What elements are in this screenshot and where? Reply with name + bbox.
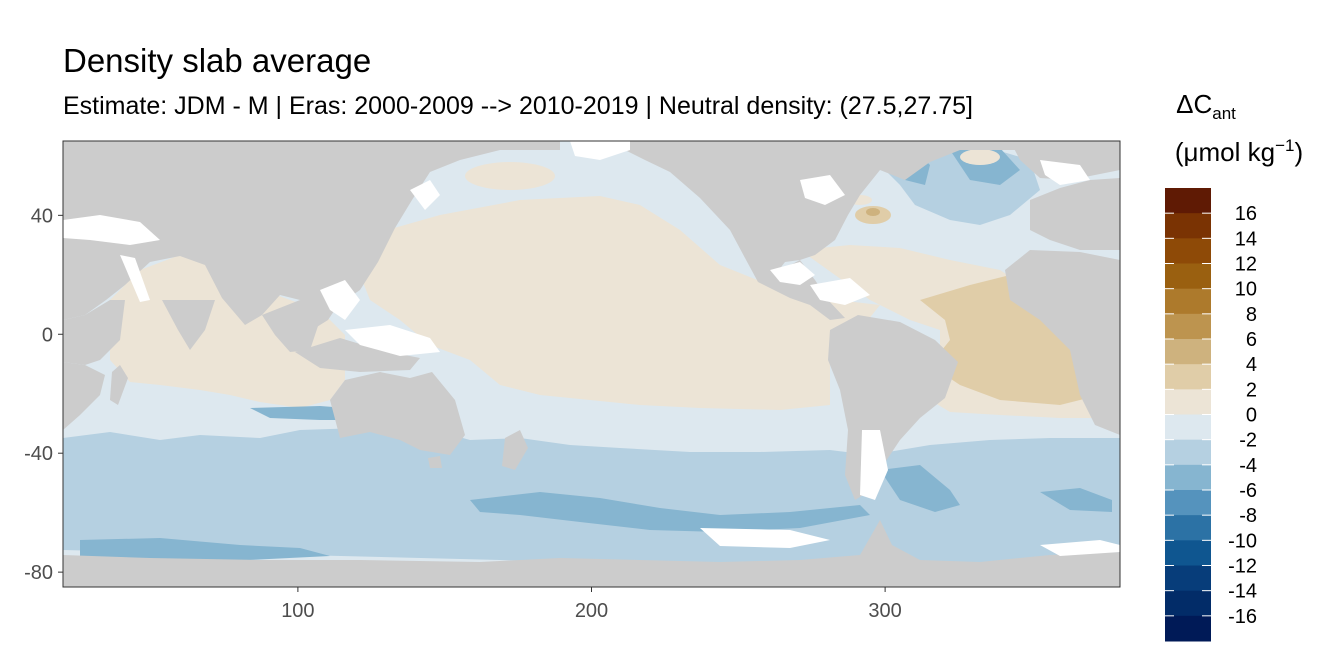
no-data [63, 141, 1120, 556]
legend-label-8: 0 [1246, 405, 1257, 427]
no-data-arctic-pacific [570, 141, 630, 160]
chart-title: Density slab average [63, 42, 372, 79]
legend-label-7: 2 [1246, 379, 1257, 401]
land-arabia [63, 300, 125, 365]
land-india [162, 300, 215, 350]
legend-label-6: 4 [1246, 354, 1257, 376]
no-data-baltic [1040, 160, 1090, 185]
legend-label-12: -8 [1239, 505, 1257, 527]
no-data-hudson-bay [800, 175, 845, 205]
legend-swatch-10 [1165, 439, 1211, 466]
land-europe [1030, 178, 1120, 250]
x-tick-label-100: 100 [281, 600, 314, 622]
land-africa-east [63, 362, 105, 430]
land-eurasia [63, 141, 560, 330]
chart-subtitle: Estimate: JDM - M | Eras: 2000-2009 --> … [63, 92, 973, 120]
legend-swatch-12 [1165, 490, 1211, 516]
legend-colorbar [1165, 188, 1211, 642]
no-data-red-sea [120, 255, 150, 302]
legend-label-11: -6 [1239, 480, 1257, 502]
land-africa-west [1005, 250, 1120, 435]
legend-unit-prefix: (μmol kg [1175, 137, 1275, 167]
x-tick-label-300: 300 [868, 600, 901, 622]
no-data-antarctic-shelf [700, 528, 830, 548]
legend-label-13: -10 [1228, 530, 1257, 552]
land-southeast-asia [262, 300, 320, 352]
no-data-caribbean [810, 278, 870, 305]
x-tick-label-200: 200 [575, 600, 608, 622]
no-data-mediterranean [63, 215, 160, 245]
no-data-south-china-sea [320, 280, 360, 320]
land-madagascar [110, 365, 128, 405]
land-tasmania [428, 456, 442, 468]
legend-swatch-6 [1165, 339, 1211, 365]
legend-label-2: 12 [1235, 254, 1257, 276]
legend-swatch-4 [1165, 288, 1211, 315]
legend-label-16: -16 [1228, 606, 1257, 628]
ocean-region-southern-m6to-m4-a [470, 492, 870, 532]
legend-label-9: -2 [1239, 430, 1257, 452]
ocean-patch-arctic-light [960, 149, 1000, 165]
land-australia [330, 372, 465, 455]
legend-swatch-11 [1165, 464, 1211, 491]
legend-title-line1: ΔCant [1176, 89, 1236, 123]
y-tick-label-40: 40 [31, 205, 53, 227]
legend-swatch-8 [1165, 389, 1211, 415]
no-data-sea-of-okhotsk [410, 180, 440, 210]
legend-label-4: 8 [1246, 304, 1257, 326]
legend-label-14: -12 [1228, 556, 1257, 578]
y-tick-label--40: -40 [24, 443, 53, 465]
legend-swatch-15 [1165, 565, 1211, 592]
land-greenland [1010, 141, 1120, 180]
legend-swatch-0 [1165, 188, 1211, 214]
map-panel [63, 141, 1120, 587]
no-data-weddell-shelf [1040, 540, 1120, 556]
no-data-patagonia-shelf [860, 430, 888, 500]
ocean-region-indian-warm [110, 255, 345, 408]
land-antarctica [63, 520, 1120, 587]
legend-swatch-5 [1165, 313, 1211, 340]
legend-title-subscript: ant [1212, 104, 1236, 123]
ocean-region-southern-m6to-m4-d [80, 538, 330, 560]
legend-label-3: 10 [1235, 279, 1257, 301]
legend-swatch-2 [1165, 238, 1211, 264]
legend: ΔCant (μmol kg−1) 16 14 12 10 8 6 4 2 0 -2 -4 -6 -8 -… [1165, 89, 1303, 642]
no-data-gulf-of-mexico [770, 262, 815, 285]
y-tick-label-0: 0 [42, 324, 53, 346]
legend-swatch-3 [1165, 263, 1211, 290]
y-tick-label--80: -80 [24, 562, 53, 584]
ocean-patch-north-atlantic-core [866, 208, 880, 216]
legend-label-10: -4 [1239, 455, 1257, 477]
land-indonesia [295, 338, 420, 372]
land [63, 141, 1120, 587]
legend-swatch-9 [1165, 414, 1211, 441]
land-south-america [828, 315, 958, 500]
legend-label-15: -14 [1228, 581, 1257, 603]
legend-unit-superscript: −1 [1275, 136, 1294, 155]
no-data-indonesian-seas [345, 325, 440, 356]
land-north-america [625, 141, 1120, 282]
ocean-region-pacific-warm [355, 196, 880, 410]
legend-swatch-13 [1165, 515, 1211, 541]
legend-label-5: 6 [1246, 329, 1257, 351]
legend-unit-suffix: ) [1294, 137, 1303, 167]
ocean-region-southern-m6to-m4-c [1040, 488, 1112, 512]
ocean-region-southern-m6to-m4-b [880, 465, 960, 512]
land-new-zealand [502, 430, 528, 470]
legend-label-1: 14 [1235, 228, 1257, 250]
legend-swatch-7 [1165, 364, 1211, 390]
ocean-patch-north-pacific-light [465, 162, 555, 190]
legend-swatch-16 [1165, 590, 1211, 617]
legend-title-line2: (μmol kg−1) [1175, 136, 1303, 167]
legend-labels: 16 14 12 10 8 6 4 2 0 -2 -4 -6 -8 -10 -12 -14 -16 [1228, 203, 1257, 628]
legend-swatch-1 [1165, 213, 1211, 239]
legend-swatch-17 [1165, 615, 1211, 642]
legend-title-symbol: ΔC [1176, 89, 1212, 119]
legend-swatch-14 [1165, 540, 1211, 566]
legend-label-0: 16 [1235, 203, 1257, 225]
